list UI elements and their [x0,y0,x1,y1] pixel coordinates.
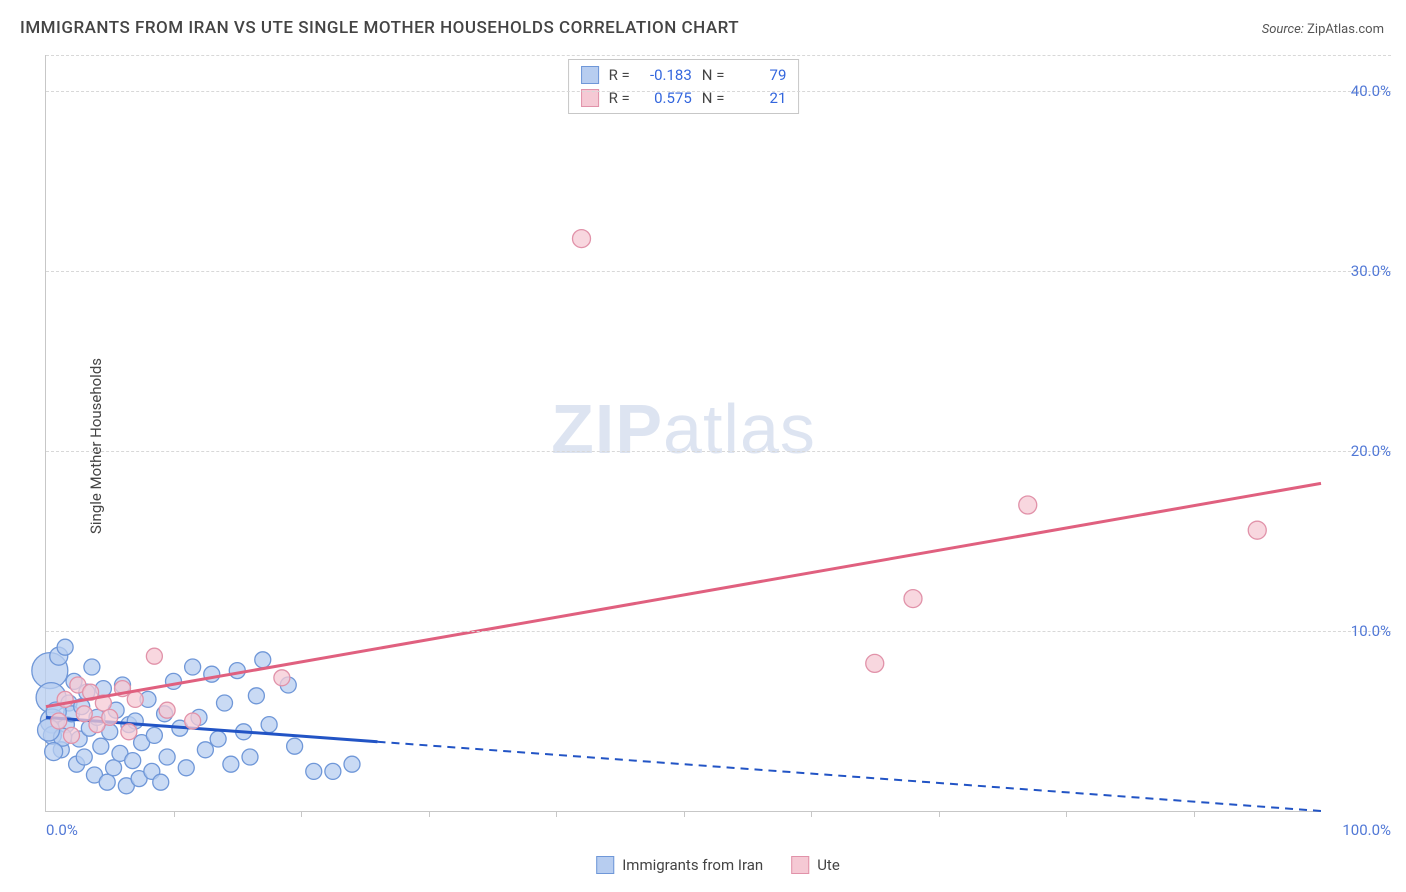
n-value-ute: 21 [734,87,786,110]
stats-row-iran: R = -0.183 N = 79 [581,64,787,87]
data-point-iran [57,639,73,655]
data-point-ute [185,713,201,729]
n-label: N = [702,64,725,87]
data-point-ute [51,713,67,729]
data-point-iran [99,774,115,790]
x-tick-label-max: 100.0% [1342,821,1391,839]
x-tick-mark [556,811,557,817]
x-tick-mark [811,811,812,817]
r-label: R = [609,87,630,110]
r-label: R = [609,64,630,87]
data-point-ute [904,590,922,608]
data-point-iran [229,663,245,679]
data-point-iran [210,731,226,747]
data-point-ute [159,702,175,718]
data-point-iran [125,753,141,769]
data-point-iran [178,760,194,776]
data-point-iran [255,652,271,668]
source-credit: Source: ZipAtlas.com [1262,22,1384,37]
data-point-ute [866,654,884,672]
data-point-iran [93,738,109,754]
gridline-h [46,91,1391,92]
data-point-iran [306,763,322,779]
data-point-iran [242,749,258,765]
x-tick-mark [1194,811,1195,817]
r-value-ute: 0.575 [640,87,692,110]
chart-container: ZIPatlas R = -0.183 N = 79 R = 0.575 N =… [45,55,1391,842]
data-point-ute [1248,521,1266,539]
trendline-dashed-iran [378,742,1322,811]
y-tick-label: 10.0% [1326,622,1391,640]
data-point-ute [102,709,118,725]
data-point-iran [248,688,264,704]
scatter-svg [46,55,1321,811]
data-point-iran [45,743,63,761]
data-point-iran [197,742,213,758]
data-point-iran [287,738,303,754]
bottom-legend: Immigrants from Iran Ute [596,856,840,874]
source-value: ZipAtlas.com [1307,22,1384,37]
y-tick-label: 30.0% [1326,262,1391,280]
data-point-ute [127,691,143,707]
data-point-iran [325,763,341,779]
data-point-ute [76,706,92,722]
x-tick-mark [684,811,685,817]
source-label: Source: [1262,22,1304,37]
data-point-iran [344,756,360,772]
chart-title: IMMIGRANTS FROM IRAN VS UTE SINGLE MOTHE… [20,18,739,38]
data-point-ute [1019,496,1037,514]
x-tick-mark [174,811,175,817]
data-point-ute [146,648,162,664]
y-tick-label: 40.0% [1326,82,1391,100]
data-point-iran [84,659,100,675]
x-tick-mark [429,811,430,817]
n-label: N = [702,87,725,110]
data-point-iran [76,749,92,765]
legend-item-iran: Immigrants from Iran [596,856,763,874]
y-tick-label: 20.0% [1326,442,1391,460]
data-point-ute [64,727,80,743]
data-point-iran [223,756,239,772]
data-point-ute [573,230,591,248]
data-point-iran [217,695,233,711]
x-tick-mark [939,811,940,817]
gridline-h [46,271,1391,272]
n-value-iran: 79 [734,64,786,87]
data-point-iran [146,727,162,743]
data-point-iran [159,749,175,765]
legend-label-ute: Ute [817,856,840,874]
x-tick-mark [1066,811,1067,817]
swatch-ute [791,856,809,874]
stats-row-ute: R = 0.575 N = 21 [581,87,787,110]
swatch-iran [581,66,599,84]
data-point-iran [261,717,277,733]
trendline-ute [46,483,1321,706]
legend-label-iran: Immigrants from Iran [622,856,763,874]
data-point-iran [106,760,122,776]
data-point-iran [153,774,169,790]
stats-legend-box: R = -0.183 N = 79 R = 0.575 N = 21 [568,59,800,114]
gridline-h [46,451,1391,452]
x-tick-mark [301,811,302,817]
swatch-iran [596,856,614,874]
gridline-h [46,55,1391,56]
data-point-ute [121,724,137,740]
data-point-ute [274,670,290,686]
gridline-h [46,631,1391,632]
r-value-iran: -0.183 [640,64,692,87]
x-tick-label-min: 0.0% [46,821,78,839]
legend-item-ute: Ute [791,856,840,874]
data-point-iran [166,673,182,689]
data-point-iran [185,659,201,675]
plot-area: ZIPatlas R = -0.183 N = 79 R = 0.575 N =… [45,55,1321,812]
